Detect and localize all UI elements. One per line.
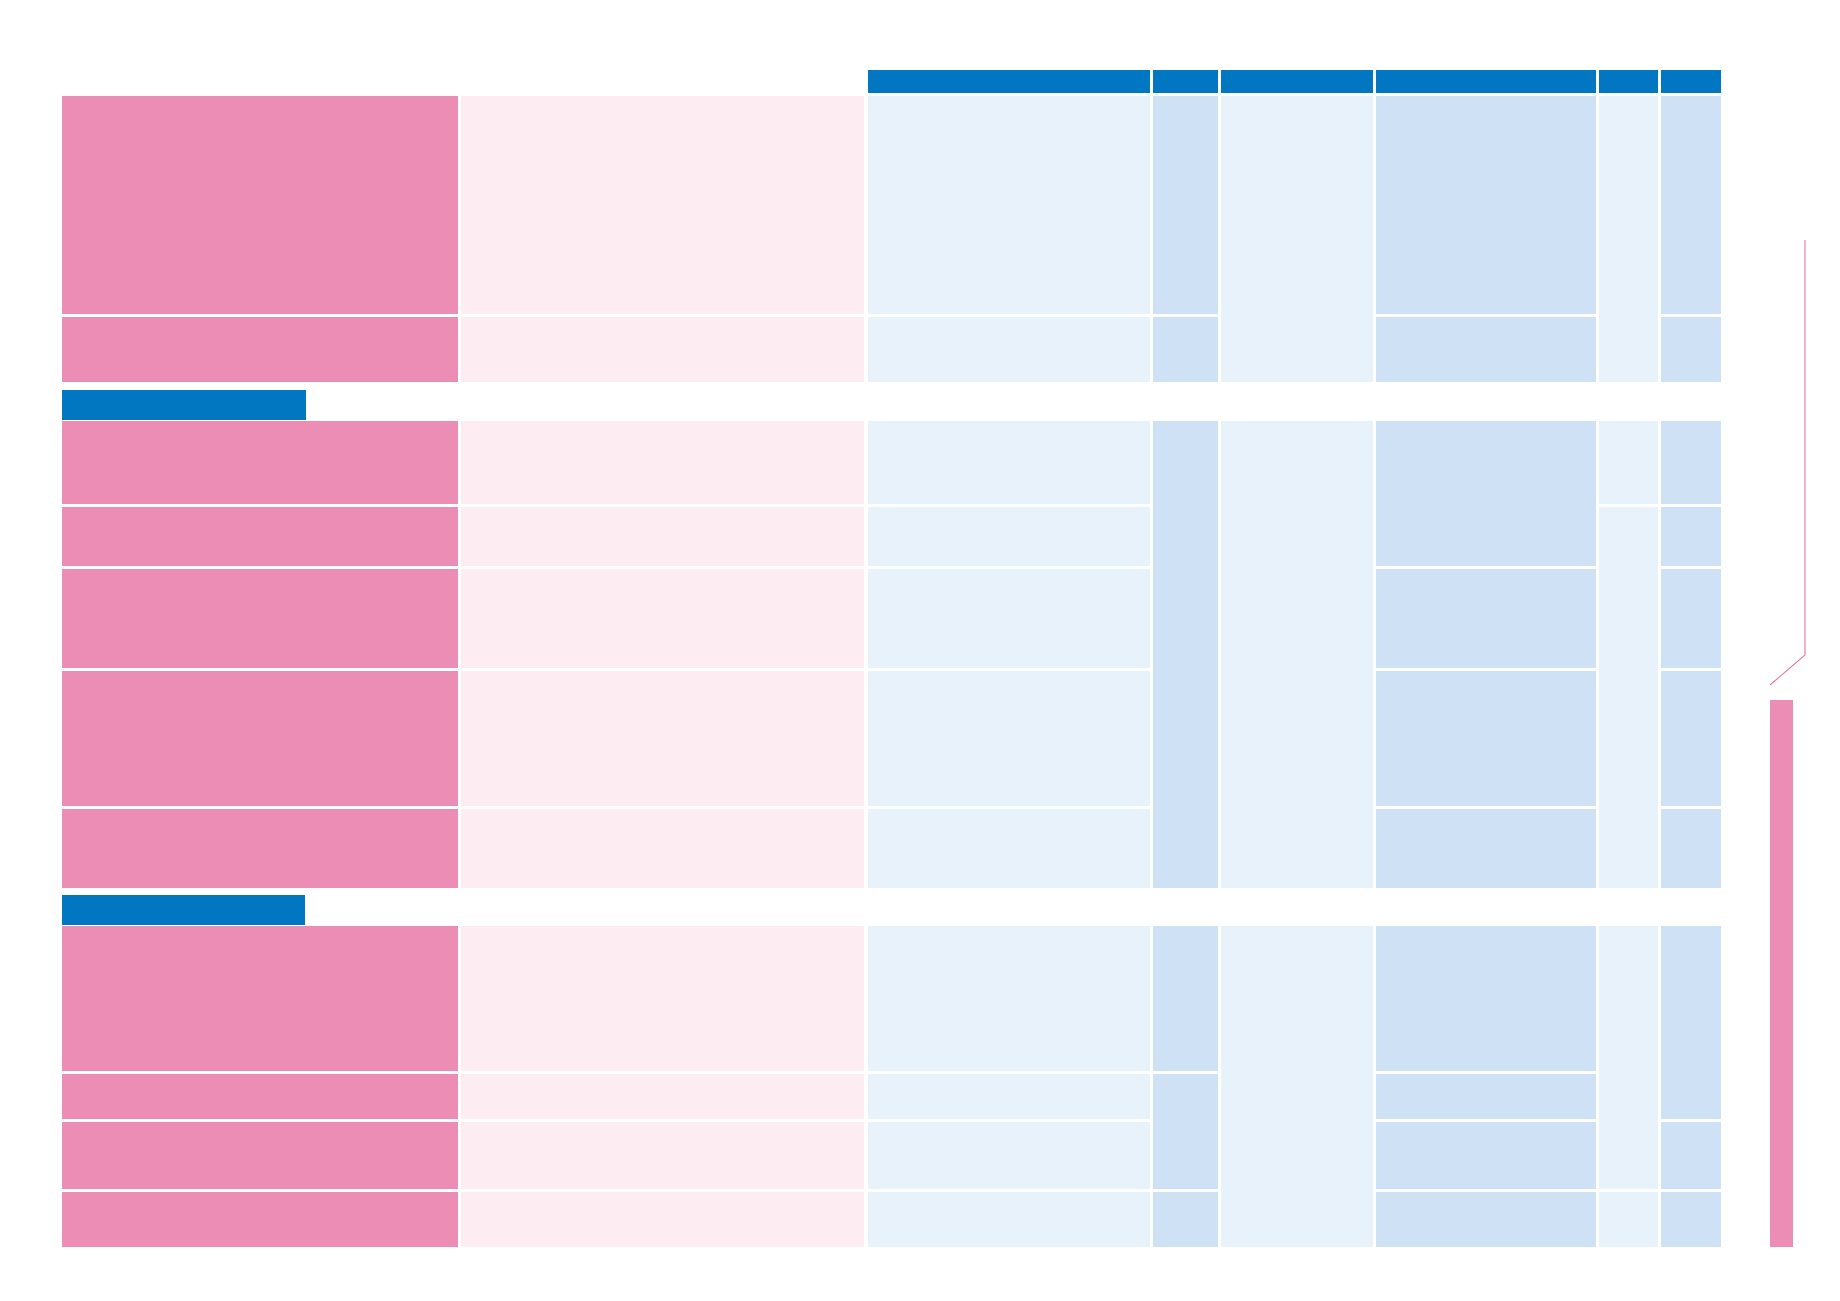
merged-field-cell xyxy=(1221,421,1373,888)
row-field-cell xyxy=(1153,926,1218,1071)
header-cell-6 xyxy=(1661,70,1721,93)
row-label-cell xyxy=(62,926,458,1071)
section-header xyxy=(62,390,306,420)
merged-field-cell xyxy=(1599,507,1658,888)
row-field-cell xyxy=(868,96,1150,314)
row-field-cell xyxy=(1661,421,1721,504)
row-field-cell xyxy=(461,317,864,382)
row-field-cell xyxy=(1661,809,1721,888)
merged-field-cell xyxy=(1599,96,1658,382)
merged-field-cell xyxy=(1376,421,1596,566)
row-field-cell xyxy=(1153,317,1218,382)
header-cell-2 xyxy=(1153,70,1218,93)
row-field-cell xyxy=(1376,809,1596,888)
merged-field-cell xyxy=(1661,926,1721,1119)
row-field-cell xyxy=(461,671,864,806)
row-field-cell xyxy=(1661,507,1721,566)
row-field-cell xyxy=(868,421,1150,504)
row-field-cell xyxy=(461,421,864,504)
row-field-cell xyxy=(461,507,864,566)
row-label-cell xyxy=(62,1192,458,1247)
row-field-cell xyxy=(868,809,1150,888)
row-field-cell xyxy=(1661,1192,1721,1247)
row-field-cell xyxy=(1661,671,1721,806)
row-field-cell xyxy=(1153,96,1218,314)
header-cell-3 xyxy=(1221,70,1373,93)
row-field-cell xyxy=(868,507,1150,566)
header-cell-1 xyxy=(868,70,1150,93)
row-field-cell xyxy=(1599,421,1658,504)
row-field-cell xyxy=(461,1122,864,1189)
row-field-cell xyxy=(461,96,864,314)
row-field-cell xyxy=(1376,1192,1596,1247)
row-field-cell xyxy=(868,1074,1150,1119)
row-label-cell xyxy=(62,809,458,888)
row-label-cell xyxy=(62,1122,458,1189)
row-field-cell xyxy=(461,1074,864,1119)
row-field-cell xyxy=(1376,926,1596,1071)
row-field-cell xyxy=(1153,1192,1218,1247)
row-field-cell xyxy=(1376,317,1596,382)
row-field-cell xyxy=(1376,96,1596,314)
merged-field-cell xyxy=(1599,926,1658,1189)
row-field-cell xyxy=(1376,569,1596,668)
header-cell-5 xyxy=(1599,70,1658,93)
row-field-cell xyxy=(868,569,1150,668)
row-field-cell xyxy=(461,569,864,668)
header-cell-4 xyxy=(1376,70,1596,93)
row-label-cell xyxy=(62,507,458,566)
merged-field-cell xyxy=(1153,421,1218,888)
row-field-cell xyxy=(1661,1122,1721,1189)
row-field-cell xyxy=(1376,1122,1596,1189)
row-label-cell xyxy=(62,671,458,806)
row-field-cell xyxy=(461,809,864,888)
row-label-cell xyxy=(62,421,458,504)
row-field-cell xyxy=(461,1192,864,1247)
row-label-cell xyxy=(62,96,458,314)
row-field-cell xyxy=(1661,569,1721,668)
row-field-cell xyxy=(868,671,1150,806)
row-label-cell xyxy=(62,569,458,668)
row-field-cell xyxy=(868,1192,1150,1247)
row-field-cell xyxy=(461,926,864,1071)
row-field-cell xyxy=(1661,96,1721,314)
row-field-cell xyxy=(868,1122,1150,1189)
merged-field-cell xyxy=(1221,926,1373,1247)
merged-field-cell xyxy=(1153,1074,1218,1189)
row-field-cell xyxy=(868,926,1150,1071)
row-field-cell xyxy=(1376,671,1596,806)
row-label-cell xyxy=(62,1074,458,1119)
row-field-cell xyxy=(1661,317,1721,382)
section-header xyxy=(62,895,305,925)
row-field-cell xyxy=(1599,1192,1658,1247)
side-marker-bar xyxy=(1770,700,1793,1247)
merged-field-cell xyxy=(1221,96,1373,382)
row-field-cell xyxy=(868,317,1150,382)
row-label-cell xyxy=(62,317,458,382)
row-field-cell xyxy=(1376,1074,1596,1119)
